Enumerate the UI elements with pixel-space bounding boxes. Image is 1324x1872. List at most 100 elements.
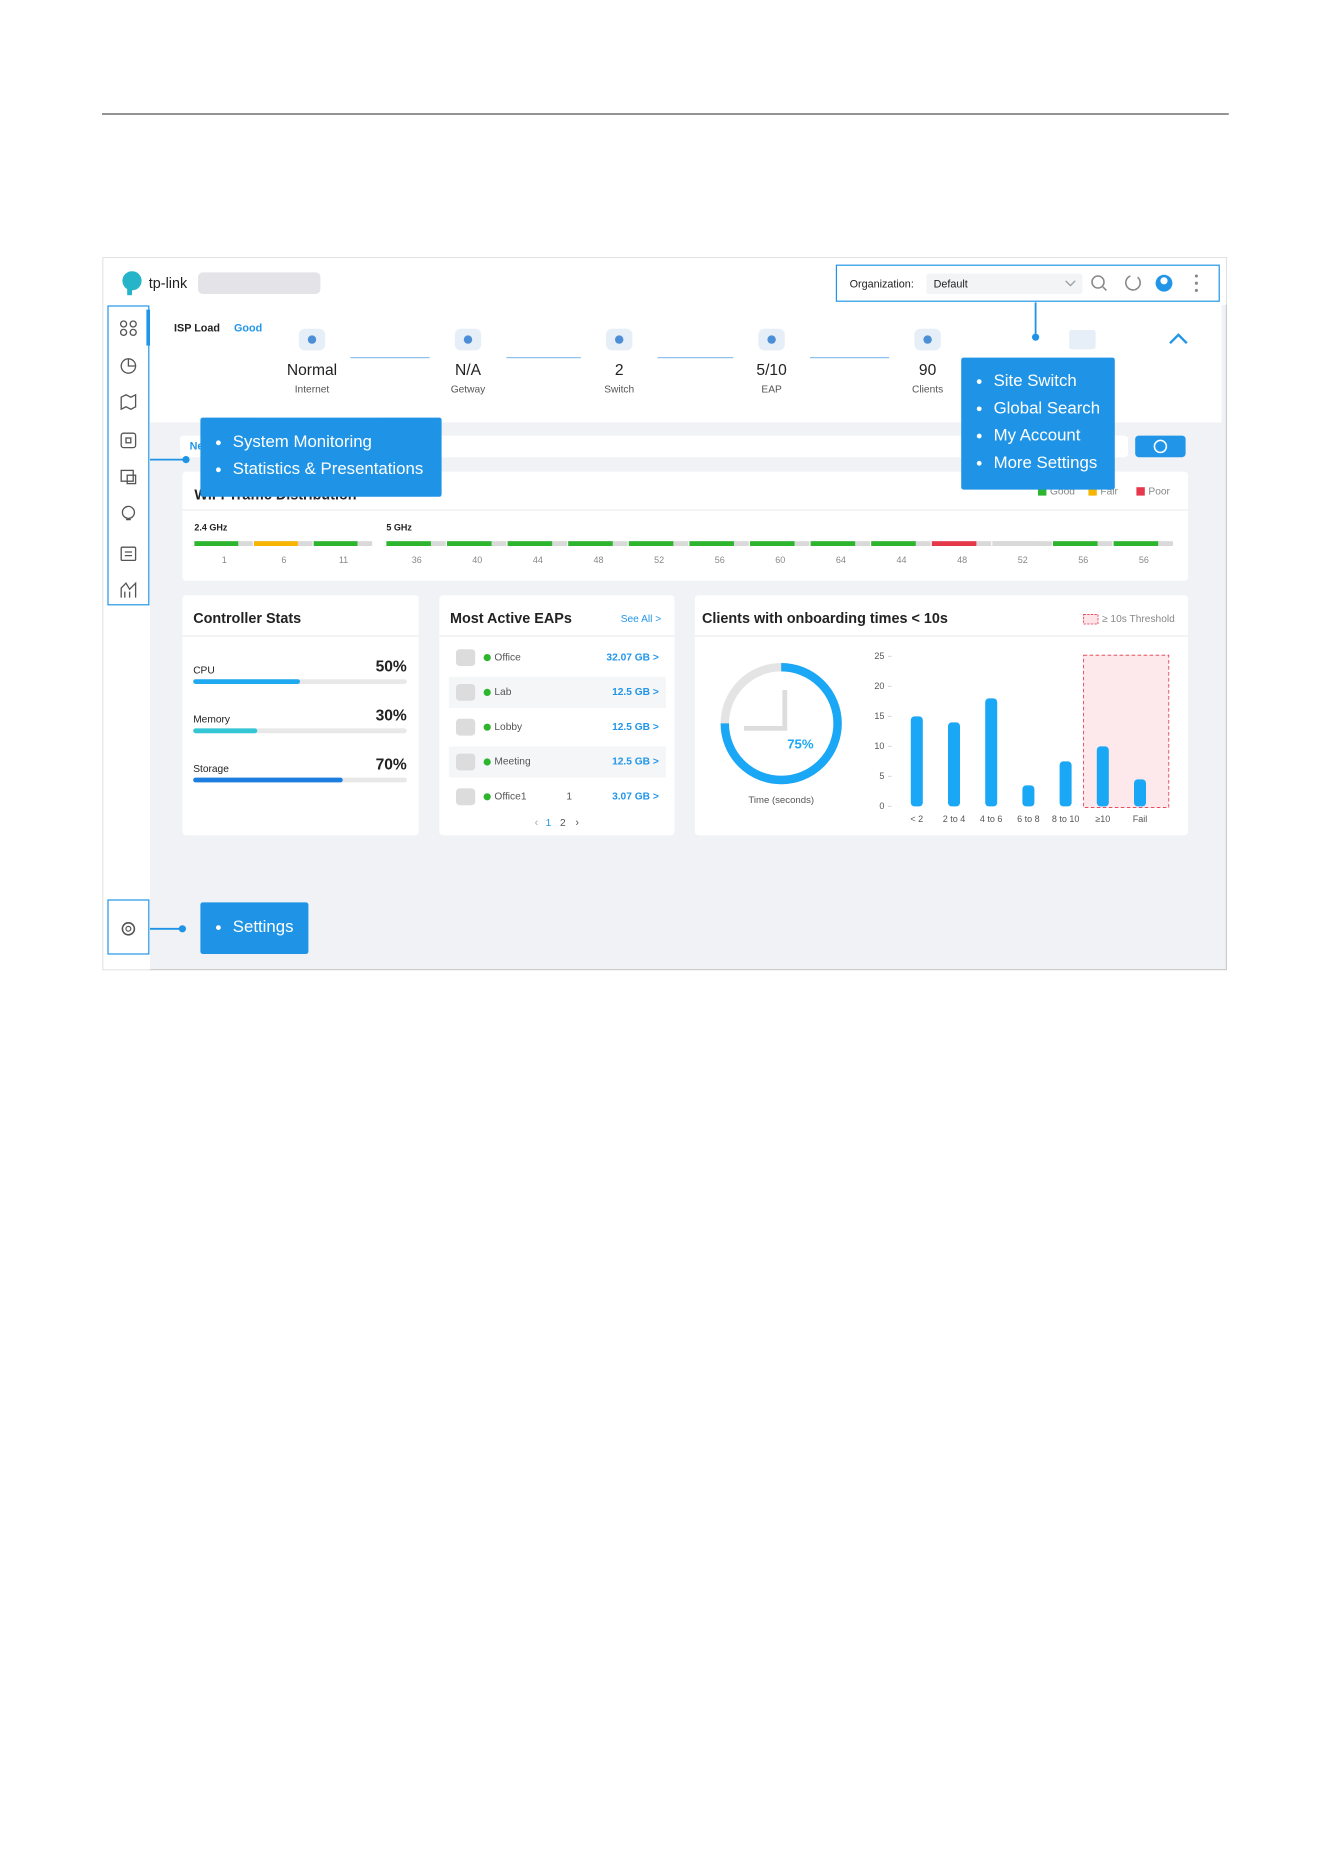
node-icon-dot bbox=[767, 335, 776, 344]
channel-label: 44 bbox=[533, 555, 543, 565]
callout-text: More Settings bbox=[994, 453, 1098, 472]
channel-label: 56 bbox=[1139, 555, 1149, 565]
callout-text: Site Switch bbox=[994, 371, 1077, 390]
page-prev[interactable]: ‹ bbox=[535, 817, 539, 829]
channel-bar bbox=[568, 541, 613, 546]
channel-label: 52 bbox=[1018, 555, 1028, 565]
callout-dot bbox=[1032, 333, 1040, 341]
node-value: 2 bbox=[615, 362, 624, 379]
legend-label: Fair bbox=[1100, 487, 1118, 498]
stat-name: Memory bbox=[193, 715, 231, 726]
controller-panel bbox=[182, 595, 419, 836]
band-label: 2.4 GHz bbox=[194, 522, 228, 532]
callout-text: Settings bbox=[233, 917, 294, 936]
node-icon bbox=[1069, 330, 1096, 350]
refresh-icon[interactable] bbox=[1125, 275, 1141, 291]
bullet bbox=[216, 440, 221, 446]
page-number[interactable]: 1 bbox=[546, 818, 552, 829]
settings-icon[interactable] bbox=[121, 922, 136, 936]
node-value: 90 bbox=[919, 362, 937, 379]
isp-status: Good bbox=[234, 323, 262, 335]
bullet bbox=[976, 433, 982, 439]
threshold-region bbox=[1083, 654, 1170, 809]
bar bbox=[985, 698, 998, 807]
status-dot bbox=[483, 723, 491, 731]
channel-bar bbox=[1053, 541, 1098, 546]
bar bbox=[1059, 761, 1072, 807]
bar bbox=[948, 722, 961, 807]
page-number[interactable]: 2 bbox=[560, 818, 566, 829]
sidebar bbox=[103, 304, 151, 970]
bullet bbox=[976, 460, 982, 466]
callout-box bbox=[200, 417, 442, 497]
x-tick-label: ≥10 bbox=[1095, 814, 1110, 824]
search-icon[interactable] bbox=[1091, 275, 1105, 289]
node-icon-dot bbox=[615, 335, 624, 344]
eap-usage: 3.07 GB > bbox=[612, 791, 659, 802]
stat-bar bbox=[193, 777, 343, 783]
x-tick-label: Fail bbox=[1133, 814, 1148, 824]
status-dot bbox=[483, 758, 491, 766]
eap-name: Lab bbox=[494, 687, 511, 698]
channel-label: 48 bbox=[957, 555, 967, 565]
channel-label: 60 bbox=[775, 555, 785, 565]
eap-icon bbox=[456, 649, 476, 666]
gauge-caption: Time (seconds) bbox=[748, 795, 814, 806]
status-dot bbox=[483, 793, 491, 801]
wifi-panel bbox=[182, 471, 1189, 581]
channel-bar bbox=[194, 541, 239, 546]
threshold-swatch bbox=[1083, 613, 1099, 625]
eap-usage: 12.5 GB > bbox=[612, 757, 659, 768]
channel-bar bbox=[750, 541, 795, 546]
more-icon[interactable] bbox=[1194, 274, 1198, 292]
y-tick-label: 20 bbox=[874, 681, 884, 691]
channel-label: 56 bbox=[1078, 555, 1088, 565]
channel-label: 56 bbox=[715, 555, 725, 565]
channel-label: 64 bbox=[836, 555, 846, 565]
tab-label[interactable]: Ne bbox=[190, 440, 204, 452]
channel-label: 6 bbox=[281, 555, 286, 565]
x-tick-label: < 2 bbox=[910, 814, 923, 824]
bullet bbox=[216, 467, 221, 473]
y-tick-label: 15 bbox=[874, 711, 884, 721]
collapse-chevron[interactable] bbox=[1169, 333, 1188, 345]
channel-bar bbox=[628, 541, 674, 546]
callout-text: My Account bbox=[994, 426, 1081, 445]
legend-label: Poor bbox=[1148, 487, 1170, 498]
stat-bar bbox=[193, 728, 258, 734]
status-dot bbox=[483, 688, 491, 696]
bar bbox=[1134, 779, 1147, 807]
stat-value: 70% bbox=[376, 757, 407, 774]
eap-extra: 1 bbox=[566, 791, 572, 802]
eap-name: Meeting bbox=[494, 757, 531, 768]
y-tick-label: 5 bbox=[879, 771, 884, 781]
channel-label: 40 bbox=[472, 555, 482, 565]
x-tick-label: 2 to 4 bbox=[943, 814, 966, 824]
active-indicator bbox=[146, 309, 151, 346]
settings-button[interactable] bbox=[1135, 435, 1186, 458]
bullet bbox=[976, 379, 982, 384]
node-value: N/A bbox=[455, 362, 482, 379]
channel-bar bbox=[992, 541, 1037, 546]
channel-bar bbox=[689, 541, 734, 546]
see-all[interactable]: See All > bbox=[621, 614, 662, 625]
x-tick-label: 4 to 6 bbox=[980, 814, 1003, 824]
callout-text: Statistics & Presentations bbox=[233, 459, 423, 478]
eap-usage: 32.07 GB > bbox=[606, 652, 658, 663]
callout-box bbox=[200, 902, 309, 954]
gauge-arc bbox=[720, 663, 842, 785]
org-select[interactable] bbox=[926, 273, 1083, 294]
bullet bbox=[976, 406, 982, 412]
search-icon bbox=[1102, 286, 1107, 291]
page-next[interactable]: › bbox=[575, 817, 579, 829]
sidebar-icons bbox=[119, 320, 137, 598]
eap-icon bbox=[456, 684, 476, 701]
status-dot bbox=[483, 654, 491, 662]
stat-value: 30% bbox=[376, 708, 407, 725]
bullet bbox=[216, 925, 221, 930]
org-box bbox=[835, 264, 1220, 302]
node-label: Internet bbox=[295, 385, 330, 396]
channel-bar bbox=[386, 541, 431, 546]
settings-button-icon bbox=[1153, 439, 1168, 454]
